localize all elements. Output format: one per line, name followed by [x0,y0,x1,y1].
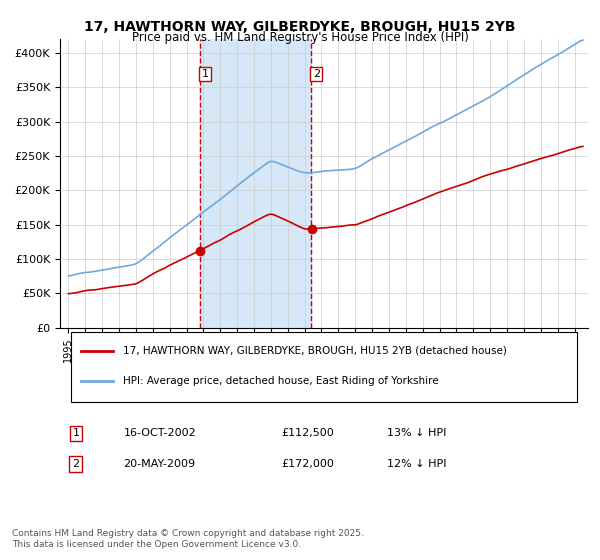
Bar [200,39,311,328]
Text: 1: 1 [202,69,209,79]
Text: 2: 2 [72,459,79,469]
FancyBboxPatch shape [71,332,577,402]
Text: 13% ↓ HPI: 13% ↓ HPI [388,428,447,438]
Text: 12% ↓ HPI: 12% ↓ HPI [388,459,447,469]
Text: 2: 2 [313,69,320,79]
Text: 16-OCT-2002: 16-OCT-2002 [124,428,196,438]
Text: £172,000: £172,000 [282,459,335,469]
Text: £112,500: £112,500 [282,428,335,438]
Text: HPI: Average price, detached house, East Riding of Yorkshire: HPI: Average price, detached house, East… [124,376,439,386]
Text: 17, HAWTHORN WAY, GILBERDYKE, BROUGH, HU15 2YB (detached house): 17, HAWTHORN WAY, GILBERDYKE, BROUGH, HU… [124,346,507,356]
Text: 17, HAWTHORN WAY, GILBERDYKE, BROUGH, HU15 2YB: 17, HAWTHORN WAY, GILBERDYKE, BROUGH, HU… [84,20,516,34]
Text: Contains HM Land Registry data © Crown copyright and database right 2025.
This d: Contains HM Land Registry data © Crown c… [12,529,364,549]
Text: 20-MAY-2009: 20-MAY-2009 [124,459,196,469]
Text: 1: 1 [73,428,79,438]
Text: Price paid vs. HM Land Registry's House Price Index (HPI): Price paid vs. HM Land Registry's House … [131,31,469,44]
